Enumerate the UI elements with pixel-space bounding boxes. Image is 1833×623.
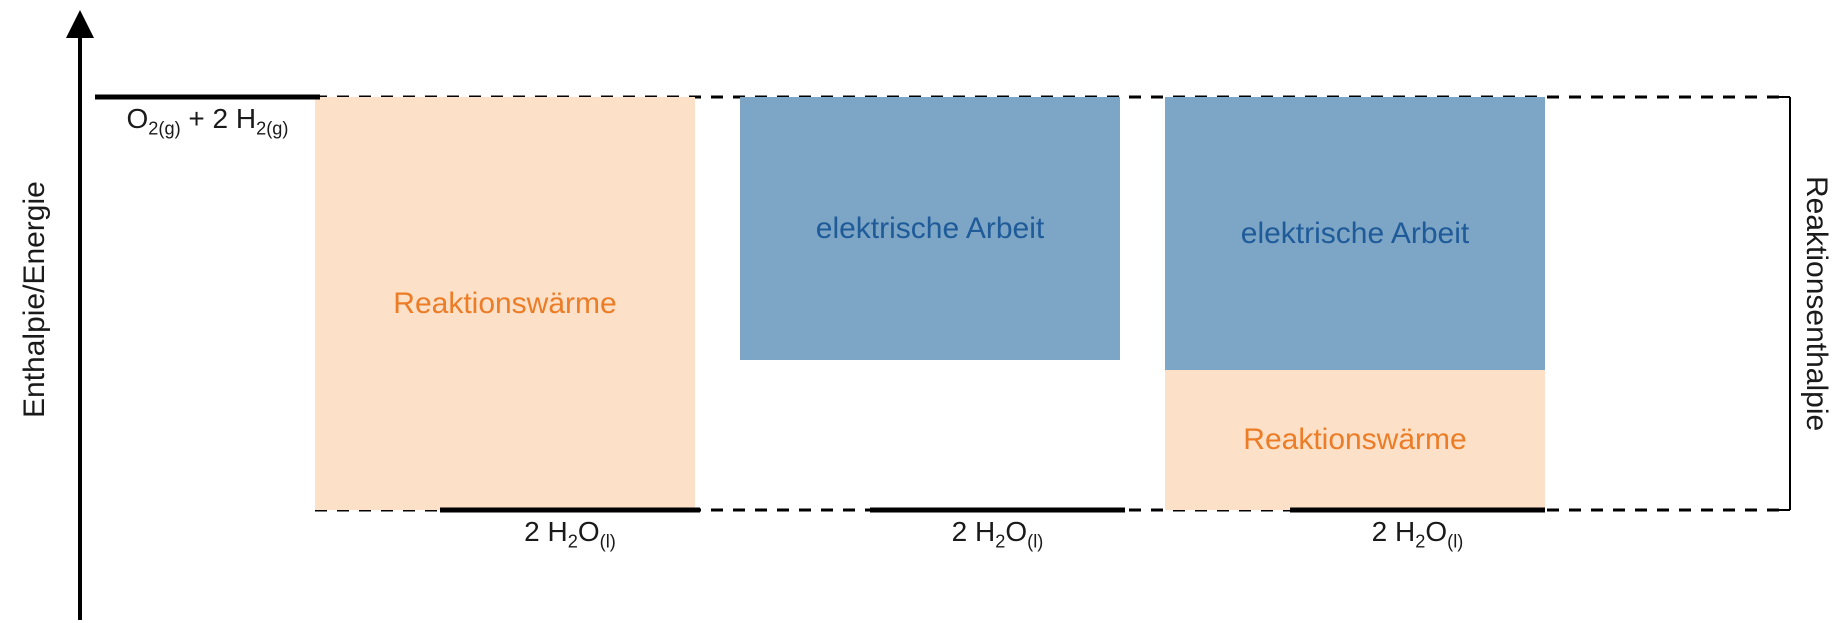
heat-label-0-0: Reaktionswärme (315, 97, 695, 510)
heat-label-2-1: Reaktionswärme (1165, 370, 1545, 510)
reactant-label: O2(g) + 2 H2(g) (88, 103, 328, 140)
product-label-0: 2 H2O(l) (450, 516, 690, 553)
product-label-1: 2 H2O(l) (878, 516, 1118, 553)
product-label-2: 2 H2O(l) (1298, 516, 1538, 553)
work-label-2-0: elektrische Arbeit (1165, 97, 1545, 370)
right-axis-label: Reaktionsenthalpie (1796, 97, 1833, 510)
y-axis-label: Enthalpie/Energie (10, 120, 60, 480)
work-label-1-0: elektrische Arbeit (740, 97, 1120, 360)
enthalpy-diagram: Enthalpie/Energie Reaktionswärme 2 H2O(l) e… (0, 0, 1833, 623)
